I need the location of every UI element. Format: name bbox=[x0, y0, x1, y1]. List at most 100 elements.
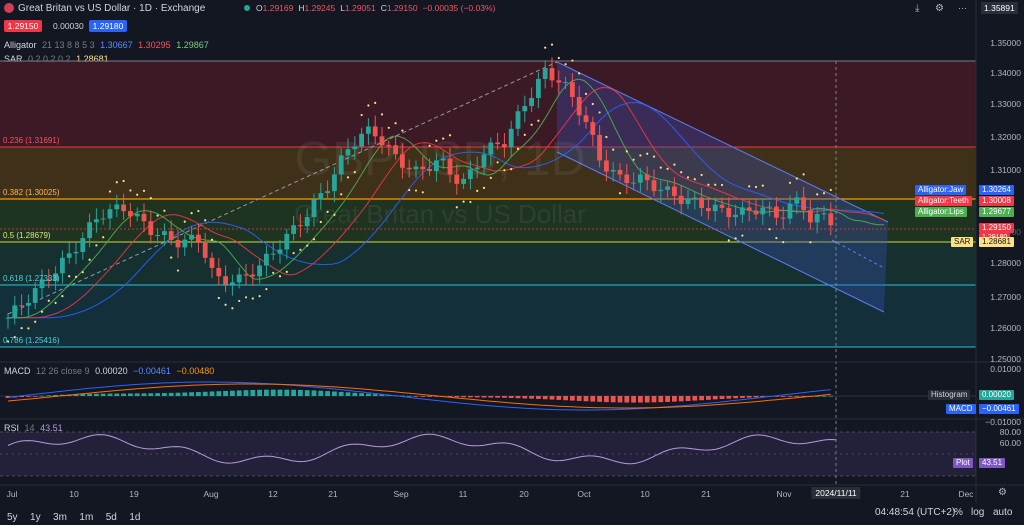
macd-histogram-bar bbox=[202, 391, 208, 396]
macd-histogram-bar bbox=[107, 393, 113, 396]
candle-body bbox=[216, 267, 222, 277]
timeframe-3m[interactable]: 3m bbox=[53, 512, 67, 523]
time-axis-label: 10 bbox=[69, 489, 79, 499]
macd-histogram-bar bbox=[522, 396, 528, 399]
sar-dot bbox=[564, 63, 567, 66]
buy-button[interactable]: 1.29180 bbox=[89, 20, 127, 32]
time-axis-label: Jul bbox=[6, 489, 18, 499]
sar-dot bbox=[598, 111, 601, 114]
timeframe-1d[interactable]: 1d bbox=[129, 512, 141, 523]
sar-dot bbox=[700, 173, 703, 177]
more-icon[interactable]: ⋯ bbox=[958, 3, 967, 13]
macd-histogram-bar bbox=[352, 392, 358, 396]
candle-body bbox=[32, 288, 38, 303]
time-axis-label: 11 bbox=[458, 489, 468, 499]
sar-dot bbox=[578, 72, 581, 75]
timeframe-5d[interactable]: 5d bbox=[105, 512, 117, 523]
candle-body bbox=[53, 273, 58, 281]
macd-histogram-bar bbox=[801, 396, 806, 397]
time-axis-settings-icon[interactable]: ⚙ bbox=[998, 487, 1007, 498]
macd-histogram-bar bbox=[379, 394, 385, 396]
auto-toggle[interactable]: auto bbox=[993, 507, 1013, 518]
candle-body bbox=[19, 305, 24, 307]
candle-body bbox=[230, 282, 235, 285]
settings-icon[interactable]: ⚙ bbox=[935, 3, 944, 14]
candle-body bbox=[332, 174, 337, 192]
candle-body bbox=[73, 251, 79, 254]
candle-body bbox=[474, 167, 480, 170]
download-icon[interactable]: ⤓ bbox=[915, 3, 920, 14]
candle-body bbox=[536, 78, 541, 99]
candle-body bbox=[488, 142, 494, 155]
candle-body bbox=[780, 217, 786, 219]
macd-histogram-bar bbox=[291, 389, 296, 396]
candle-body bbox=[644, 174, 650, 181]
rsi-legend[interactable]: RSI 14 43.51 bbox=[4, 423, 63, 433]
sar-dot bbox=[210, 238, 214, 241]
sar-dot bbox=[34, 320, 37, 323]
footer-clock[interactable]: 04:48:54 (UTC+2) bbox=[875, 507, 956, 518]
sar-dot bbox=[666, 167, 669, 170]
sar-dot bbox=[523, 133, 526, 136]
alligator-legend[interactable]: Alligator 21 13 8 8 5 3 1.30667 1.30295 … bbox=[4, 40, 209, 50]
sar-dot bbox=[686, 176, 690, 179]
percent-toggle[interactable]: % bbox=[954, 507, 963, 518]
sar-dot bbox=[584, 92, 588, 95]
teeth-tag-label: Alligator:Teeth bbox=[915, 196, 972, 206]
macd-histogram-bar bbox=[250, 389, 256, 396]
candle-body bbox=[794, 197, 800, 204]
macd-histogram-bar bbox=[264, 389, 269, 396]
sar-dot bbox=[333, 213, 336, 216]
candle-body bbox=[400, 154, 405, 168]
macd-hist-tag-value: 0.00020 bbox=[979, 390, 1014, 400]
sar-legend[interactable]: SAR 0.2 0.2 0.2 1.28681 bbox=[4, 54, 109, 64]
price-axis-label: 1.34000 bbox=[990, 68, 1021, 78]
candle-body bbox=[590, 122, 596, 135]
candle-body bbox=[80, 238, 86, 252]
sar-dot bbox=[292, 251, 295, 255]
candle-body bbox=[298, 225, 303, 227]
sar-dot bbox=[782, 241, 785, 244]
macd-histogram-bar bbox=[209, 391, 215, 396]
candle-body bbox=[250, 274, 256, 277]
sar-dot bbox=[428, 144, 431, 147]
timeframe-1y[interactable]: 1y bbox=[30, 512, 41, 523]
macd-histogram-bar bbox=[461, 396, 466, 398]
candle-body bbox=[60, 257, 65, 274]
timeframe-5y[interactable]: 5y bbox=[7, 512, 18, 523]
macd-legend[interactable]: MACD 12 26 close 9 0.00020 −0.00461 −0.0… bbox=[4, 366, 214, 376]
macd-histogram-bar bbox=[155, 393, 160, 396]
sar-dot bbox=[496, 161, 499, 164]
candle-body bbox=[141, 213, 147, 222]
sar-dot bbox=[115, 181, 118, 184]
sell-button[interactable]: 1.29150 bbox=[4, 20, 42, 32]
macd-histogram-bar bbox=[26, 396, 31, 397]
symbol-title[interactable]: Great Britan vs US Dollar · 1D · Exchang… bbox=[18, 3, 206, 14]
macd-histogram-bar bbox=[311, 390, 317, 396]
sar-dot bbox=[469, 200, 472, 204]
channel-upper-line bbox=[556, 61, 889, 223]
candle-body bbox=[733, 214, 738, 218]
last-price-tag: 1.29150 bbox=[979, 223, 1014, 233]
macd-histogram-bar bbox=[733, 396, 738, 399]
macd-histogram-bar bbox=[196, 392, 201, 396]
candle-body bbox=[604, 160, 609, 172]
candle-body bbox=[740, 207, 745, 215]
macd-histogram-bar bbox=[338, 391, 344, 396]
sar-dot bbox=[244, 296, 248, 299]
sar-dot bbox=[462, 200, 465, 203]
log-toggle[interactable]: log bbox=[971, 507, 985, 518]
rsi-axis-mid: 60.00 bbox=[999, 438, 1021, 448]
candle-body bbox=[338, 155, 344, 175]
candle-body bbox=[610, 169, 616, 172]
candle-body bbox=[189, 234, 194, 240]
lips-tag-value: 1.29677 bbox=[979, 207, 1014, 217]
macd-histogram-bar bbox=[332, 391, 337, 396]
sar-dot bbox=[224, 303, 227, 306]
candle-body bbox=[665, 186, 670, 190]
candle-body bbox=[542, 68, 548, 79]
ohlc-key: O bbox=[256, 3, 263, 13]
macd-line bbox=[7, 381, 831, 411]
timeframe-1m[interactable]: 1m bbox=[79, 512, 94, 523]
